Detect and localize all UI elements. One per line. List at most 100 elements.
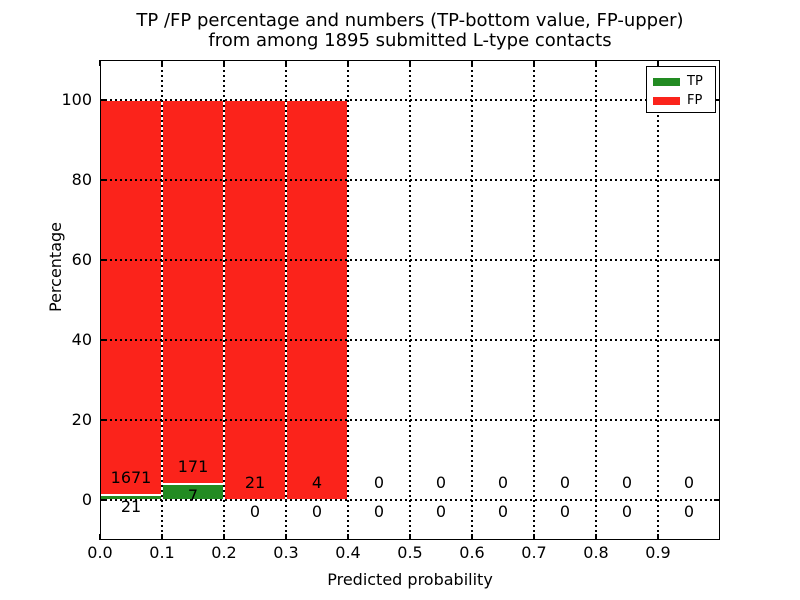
x-axis-label: Predicted probability xyxy=(327,570,493,589)
fp-count-label: 0 xyxy=(497,473,509,492)
gridline-x-0.2 xyxy=(223,60,225,540)
x-tick-bottom xyxy=(409,534,411,540)
x-tick-top xyxy=(223,60,225,66)
x-tick-label: 0.9 xyxy=(645,543,671,562)
tp-count-label: 7 xyxy=(187,486,199,506)
x-tick-top xyxy=(595,60,597,66)
gridline-x-0.9 xyxy=(657,60,659,540)
tp-count-label: 0 xyxy=(621,502,633,521)
x-tick-bottom xyxy=(99,534,101,540)
y-axis-label: Percentage xyxy=(46,221,65,312)
y-tick-right xyxy=(714,499,720,501)
gridline-x-0.6 xyxy=(471,60,473,540)
chart-title-line2: from among 1895 submitted L-type contact… xyxy=(208,30,612,51)
y-tick-right xyxy=(714,259,720,261)
fp-count-label: 1671 xyxy=(110,468,152,488)
gridline-x-0.1 xyxy=(161,60,163,540)
y-tick-left xyxy=(100,99,106,101)
fp-count-label: 0 xyxy=(559,473,571,492)
x-tick-top xyxy=(347,60,349,66)
fp-count-label: 171 xyxy=(177,457,209,477)
x-tick-top xyxy=(99,60,101,66)
y-tick-label: 20 xyxy=(71,410,92,429)
x-tick-label: 0.0 xyxy=(87,543,113,562)
y-tick-right xyxy=(714,339,720,341)
y-tick-right xyxy=(714,179,720,181)
gridline-x-0.7 xyxy=(533,60,535,540)
fp-count-label: 0 xyxy=(621,473,633,492)
x-tick-bottom xyxy=(223,534,225,540)
x-tick-bottom xyxy=(285,534,287,540)
tp-count-label: 0 xyxy=(249,502,261,521)
y-tick-left xyxy=(100,179,106,181)
y-tick-left xyxy=(100,419,106,421)
x-tick-bottom xyxy=(471,534,473,540)
fp-count-label: 21 xyxy=(244,473,266,492)
fp-swatch-icon xyxy=(653,96,680,105)
gridline-y-0 xyxy=(100,499,720,501)
x-tick-top xyxy=(285,60,287,66)
y-tick-label: 100 xyxy=(61,90,92,109)
fp-count-label: 0 xyxy=(435,473,447,492)
bar-fp-segment xyxy=(162,100,224,485)
legend-item-tp: TP xyxy=(647,72,715,91)
y-tick-left xyxy=(100,339,106,341)
fp-count-label: 4 xyxy=(311,473,323,492)
x-tick-label: 0.5 xyxy=(397,543,423,562)
x-tick-bottom xyxy=(347,534,349,540)
gridline-y-100 xyxy=(100,99,720,101)
tp-count-label: 0 xyxy=(435,502,447,521)
gridline-x-0.3 xyxy=(285,60,287,540)
x-tick-bottom xyxy=(595,534,597,540)
plot-area: 1671 21 171 7 21 0 4 0 0 0 0 0 0 0 0 0 0 0 0 0 xyxy=(99,60,720,540)
gridline-y-80 xyxy=(100,179,720,181)
x-tick-top xyxy=(533,60,535,66)
x-tick-bottom xyxy=(161,534,163,540)
x-tick-bottom xyxy=(533,534,535,540)
x-tick-top xyxy=(471,60,473,66)
gridline-x-0.5 xyxy=(409,60,411,540)
x-tick-bottom xyxy=(657,534,659,540)
gridline-y-60 xyxy=(100,259,720,261)
x-tick-label: 0.1 xyxy=(149,543,175,562)
x-tick-top xyxy=(409,60,411,66)
x-tick-label: 0.4 xyxy=(335,543,361,562)
tp-count-label: 21 xyxy=(120,497,142,517)
legend-label-fp: FP xyxy=(687,93,703,108)
gridline-x-0.4 xyxy=(347,60,349,540)
x-tick-top xyxy=(161,60,163,66)
y-tick-left xyxy=(100,499,106,501)
x-tick-label: 0.7 xyxy=(521,543,547,562)
y-tick-right xyxy=(714,99,720,101)
tp-swatch-icon xyxy=(653,77,680,86)
y-tick-right xyxy=(714,419,720,421)
y-tick-label: 0 xyxy=(81,490,92,509)
legend-item-fp: FP xyxy=(647,91,715,110)
x-tick-label: 0.2 xyxy=(211,543,237,562)
x-tick-label: 0.6 xyxy=(459,543,485,562)
fp-count-label: 0 xyxy=(373,473,385,492)
bar-fp-segment xyxy=(286,100,348,500)
y-tick-label: 60 xyxy=(71,250,92,269)
fp-count-label: 0 xyxy=(683,473,695,492)
x-tick-top xyxy=(657,60,659,66)
tp-count-label: 0 xyxy=(311,502,323,521)
y-tick-label: 40 xyxy=(71,330,92,349)
gridline-x-0.8 xyxy=(595,60,597,540)
chart-title: TP /FP percentage and numbers (TP-bottom… xyxy=(100,11,720,51)
gridline-y-20 xyxy=(100,419,720,421)
tp-count-label: 0 xyxy=(683,502,695,521)
bar-fp-segment xyxy=(100,100,162,496)
tp-count-label: 0 xyxy=(373,502,385,521)
legend-label-tp: TP xyxy=(687,74,703,89)
x-tick-label: 0.3 xyxy=(273,543,299,562)
chart-title-line1: TP /FP percentage and numbers (TP-bottom… xyxy=(136,10,684,31)
x-tick-label: 0.8 xyxy=(583,543,609,562)
y-tick-left xyxy=(100,259,106,261)
tp-count-label: 0 xyxy=(559,502,571,521)
tp-count-label: 0 xyxy=(497,502,509,521)
y-tick-label: 80 xyxy=(71,170,92,189)
gridline-y-40 xyxy=(100,339,720,341)
bar-fp-segment xyxy=(224,100,286,500)
